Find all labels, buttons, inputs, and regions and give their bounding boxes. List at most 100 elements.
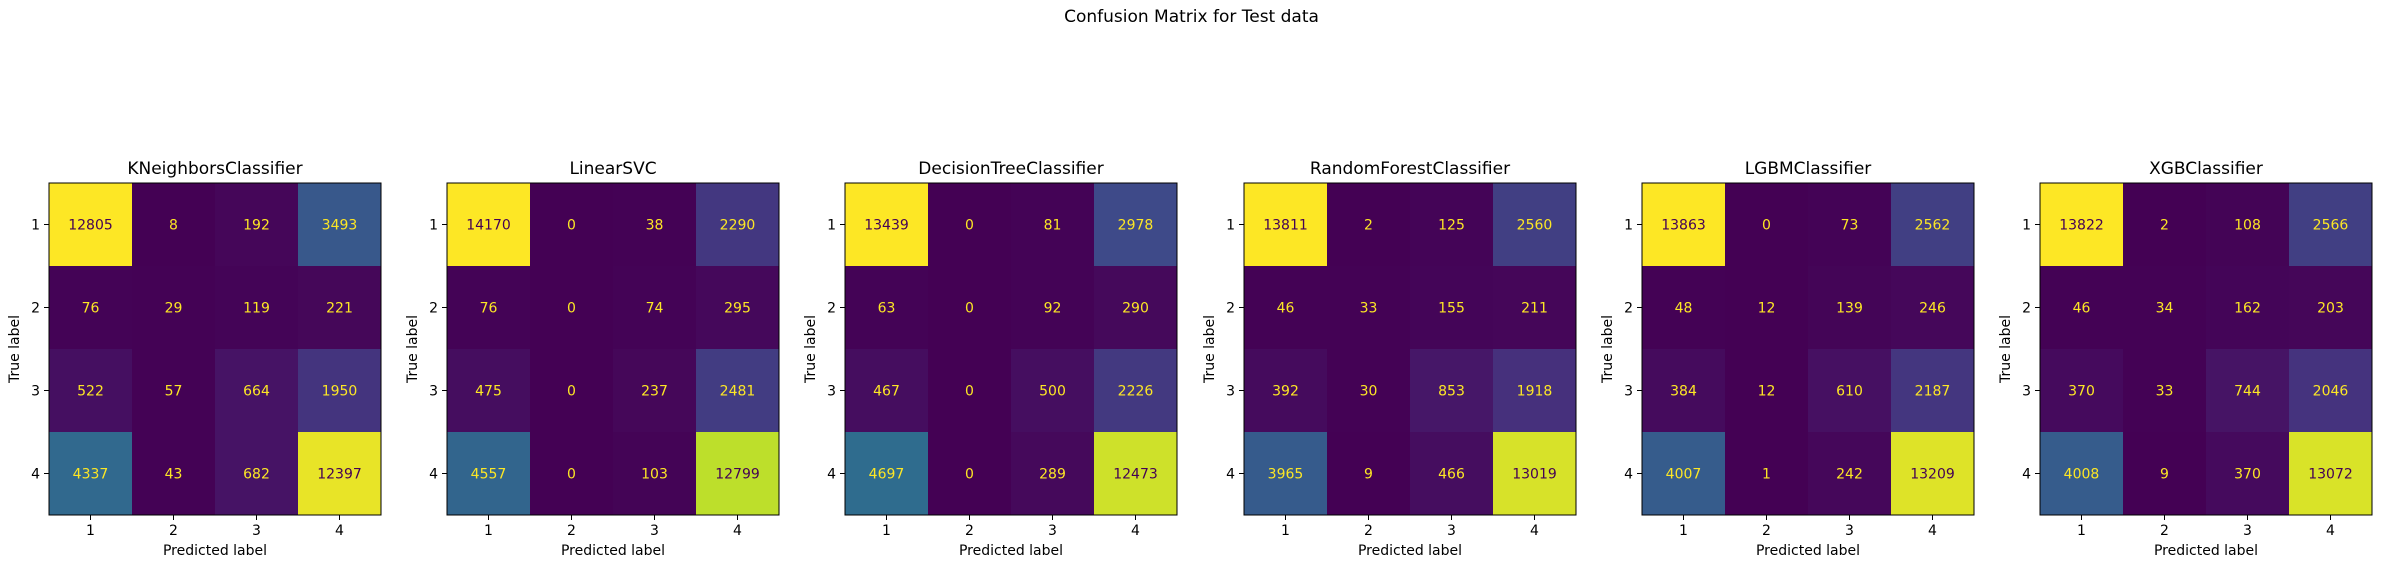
heatmap-cell [530,183,614,267]
heatmap-cell [447,183,531,267]
x-axis-label: Predicted label [2154,543,2258,559]
heatmap-cell [1410,266,1494,350]
cell-value-label: 2187 [1915,384,1951,400]
heatmap-cell [1327,183,1411,267]
cell-value-label: 155 [1438,301,1465,317]
cell-value-label: 34 [2156,301,2174,317]
y-tick-label: 4 [2022,467,2031,483]
panel-title: KNeighborsClassifier [127,159,302,179]
heatmap-cell [2206,266,2290,350]
heatmap-cell [2123,432,2207,516]
cell-value-label: 744 [2234,384,2261,400]
cell-value-label: 2566 [2313,218,2349,234]
heatmap-cell [2206,432,2290,516]
cell-value-label: 2 [2160,218,2169,234]
x-tick-label: 1 [1679,523,1688,539]
heatmap-cell [447,349,531,433]
cell-value-label: 8 [169,218,178,234]
heatmap-cell [1891,266,1975,350]
cell-value-label: 522 [77,384,104,400]
y-axis-label: True label [1202,315,1218,384]
heatmap-cell [2040,432,2124,516]
cell-value-label: 12473 [1113,467,1158,483]
heatmap-cell [132,349,216,433]
y-tick-label: 3 [31,384,40,400]
cell-value-label: 392 [1272,384,1299,400]
cell-value-label: 13439 [864,218,909,234]
heatmap-cell [1808,349,1892,433]
figure-title: Confusion Matrix for Test data [1064,7,1319,27]
heatmap-cell [845,349,929,433]
cell-value-label: 242 [1836,467,1863,483]
heatmap-cell [613,349,697,433]
cell-value-label: 2046 [2313,384,2349,400]
x-tick-label: 2 [567,523,576,539]
cell-value-label: 290 [1122,301,1149,317]
cell-value-label: 4697 [869,467,905,483]
y-tick-label: 3 [1624,384,1633,400]
cell-value-label: 12 [1758,384,1776,400]
cell-value-label: 246 [1919,301,1946,317]
heatmap-cell [1244,183,1328,267]
x-tick-label: 4 [1928,523,1937,539]
heatmap-cell [215,432,299,516]
y-axis-label: True label [7,315,23,384]
heatmap-cell [2040,183,2124,267]
cell-value-label: 192 [243,218,270,234]
cell-value-label: 0 [1762,218,1771,234]
cell-value-label: 12397 [317,467,362,483]
cell-value-label: 221 [326,301,353,317]
heatmap-cell [530,432,614,516]
cell-value-label: 4337 [73,467,109,483]
cell-value-label: 29 [165,301,183,317]
heatmap-cell [447,266,531,350]
cell-value-label: 0 [965,384,974,400]
y-tick-label: 2 [429,301,438,317]
y-tick-label: 1 [1226,218,1235,234]
cell-value-label: 2226 [1118,384,1154,400]
cell-value-label: 370 [2234,467,2261,483]
heatmap-cell [2206,349,2290,433]
heatmap-cell [132,432,216,516]
y-axis-label: True label [1600,315,1616,384]
heatmap-cell [1094,349,1178,433]
cell-value-label: 0 [965,467,974,483]
heatmap-cell [928,183,1012,267]
cell-value-label: 12799 [715,467,760,483]
plot-frame [844,182,1178,516]
heatmap-cell [215,183,299,267]
heatmap-cell [1244,266,1328,350]
panel-title: DecisionTreeClassifier [918,159,1103,179]
heatmap-cell [2123,266,2207,350]
cell-value-label: 4008 [2064,467,2100,483]
heatmap-cell [696,432,780,516]
heatmap-cell [613,432,697,516]
cell-value-label: 162 [2234,301,2261,317]
heatmap-cell [845,266,929,350]
x-tick-label: 4 [1131,523,1140,539]
heatmap-cell [2289,266,2373,350]
x-tick-label: 1 [1281,523,1290,539]
heatmap-cell [1725,266,1809,350]
heatmap-cell [1493,349,1577,433]
cell-value-label: 0 [567,218,576,234]
cell-value-label: 2978 [1118,218,1154,234]
heatmap-cell [2289,183,2373,267]
heatmap-cell [215,266,299,350]
cell-value-label: 92 [1044,301,1062,317]
heatmap-cell [298,183,382,267]
cell-value-label: 57 [165,384,183,400]
cell-value-label: 1918 [1517,384,1553,400]
heatmap-cell [215,349,299,433]
heatmap-cell [530,349,614,433]
x-tick-label: 2 [2160,523,2169,539]
cell-value-label: 475 [475,384,502,400]
cell-value-label: 12 [1758,301,1776,317]
heatmap-cell [1244,432,1328,516]
y-tick-label: 2 [1226,301,1235,317]
x-axis-label: Predicted label [163,543,267,559]
heatmap-cell [530,266,614,350]
heatmap-cell [928,349,1012,433]
heatmap-cell [1094,266,1178,350]
